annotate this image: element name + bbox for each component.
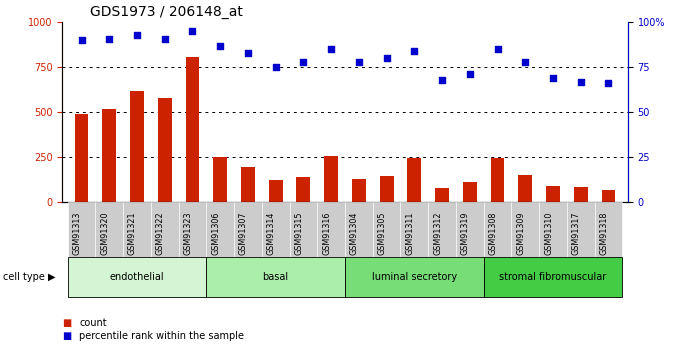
Text: GSM91313: GSM91313 — [72, 211, 81, 255]
Point — [492, 47, 503, 52]
Bar — [546, 186, 560, 202]
Text: GSM91314: GSM91314 — [266, 211, 276, 255]
Bar — [463, 182, 477, 202]
Bar — [602, 190, 615, 202]
Text: luminal secretory: luminal secretory — [372, 272, 457, 282]
Text: GSM91319: GSM91319 — [461, 211, 470, 255]
Point — [104, 36, 115, 41]
Bar — [491, 158, 504, 202]
Text: GSM91307: GSM91307 — [239, 211, 248, 255]
Bar — [241, 167, 255, 202]
Text: GDS1973 / 206148_at: GDS1973 / 206148_at — [90, 5, 243, 19]
Bar — [75, 114, 88, 202]
Point — [464, 72, 475, 77]
Bar — [102, 109, 116, 202]
Text: endothelial: endothelial — [110, 272, 164, 282]
Point — [215, 43, 226, 49]
Text: GSM91309: GSM91309 — [516, 211, 525, 255]
Text: GSM91323: GSM91323 — [184, 211, 193, 255]
Point — [76, 38, 87, 43]
Bar — [186, 57, 199, 202]
Text: ■: ■ — [62, 318, 71, 327]
Text: GSM91320: GSM91320 — [100, 211, 109, 255]
Point — [408, 48, 420, 54]
Point — [547, 75, 558, 81]
Bar — [407, 158, 422, 202]
Bar — [435, 188, 449, 202]
Text: GSM91304: GSM91304 — [350, 211, 359, 255]
Point — [270, 65, 282, 70]
Point — [520, 59, 531, 65]
Point — [575, 79, 586, 85]
Text: count: count — [79, 318, 107, 327]
Bar — [518, 175, 532, 202]
Bar — [352, 178, 366, 202]
Text: GSM91305: GSM91305 — [377, 211, 386, 255]
Text: GSM91322: GSM91322 — [156, 211, 165, 255]
Bar — [158, 98, 172, 202]
Text: GSM91308: GSM91308 — [489, 211, 497, 255]
Text: ■: ■ — [62, 332, 71, 341]
Point — [242, 50, 253, 56]
Text: GSM91316: GSM91316 — [322, 211, 331, 255]
Point — [353, 59, 364, 65]
Text: GSM91312: GSM91312 — [433, 211, 442, 255]
Text: stromal fibromuscular: stromal fibromuscular — [500, 272, 607, 282]
Text: GSM91315: GSM91315 — [295, 211, 304, 255]
Bar — [130, 91, 144, 202]
Text: percentile rank within the sample: percentile rank within the sample — [79, 332, 244, 341]
Point — [437, 77, 448, 82]
Bar — [380, 176, 393, 202]
Text: cell type ▶: cell type ▶ — [3, 272, 56, 282]
Text: GSM91311: GSM91311 — [405, 211, 414, 255]
Text: basal: basal — [263, 272, 288, 282]
Bar — [297, 177, 310, 202]
Point — [326, 47, 337, 52]
Text: GSM91317: GSM91317 — [572, 211, 581, 255]
Text: GSM91310: GSM91310 — [544, 211, 553, 255]
Bar — [268, 180, 283, 202]
Point — [603, 81, 614, 86]
Point — [187, 29, 198, 34]
Point — [132, 32, 143, 38]
Text: GSM91321: GSM91321 — [128, 211, 137, 255]
Point — [298, 59, 309, 65]
Point — [381, 56, 392, 61]
Text: GSM91318: GSM91318 — [600, 211, 609, 255]
Bar — [574, 187, 588, 202]
Text: GSM91306: GSM91306 — [211, 211, 220, 255]
Bar — [213, 157, 227, 202]
Bar — [324, 156, 338, 202]
Point — [159, 36, 170, 41]
